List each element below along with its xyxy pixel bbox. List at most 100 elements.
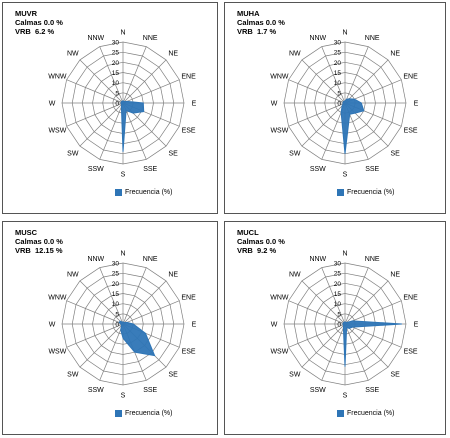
series-area (340, 98, 365, 154)
radial-tick-label: 5 (337, 311, 341, 318)
wind-rose-chart: 0 5 10 15 20 25 30N NNE NE ENE E ESE SE SSE S SSW SW WSW W… (48, 251, 196, 400)
radial-tick-label: 0 (115, 322, 119, 329)
direction-label: SW (289, 151, 301, 158)
grid-spoke (79, 280, 124, 325)
direction-label: ENE (403, 73, 418, 80)
radial-tick-label: 10 (112, 80, 120, 87)
station-name: MUVR (15, 9, 38, 18)
legend-swatch (337, 410, 344, 417)
direction-label: SSW (88, 166, 104, 173)
direction-label: NW (289, 271, 301, 278)
legend: Frecuencia (%) (337, 410, 394, 417)
direction-label: NNW (309, 35, 326, 42)
station-name: MUHA (237, 9, 260, 18)
radial-tick-label: 5 (337, 90, 341, 97)
direction-label: SSW (310, 387, 326, 394)
direction-label: W (271, 322, 278, 329)
direction-label: WNW (48, 294, 67, 301)
direction-label: NE (168, 50, 178, 57)
grid-spoke (301, 323, 346, 368)
wind-rose-chart: 0 5 10 15 20 25 30N NNE NE ENE E ESE SE SSE S SSW SW WSW W… (270, 30, 419, 179)
direction-label: S (121, 172, 126, 179)
direction-label: WNW (270, 294, 289, 301)
direction-label: N (342, 30, 347, 37)
series-area (120, 100, 145, 152)
radial-tick-label: 15 (334, 291, 342, 298)
direction-label: NNW (87, 35, 104, 42)
grid-spoke (344, 46, 369, 104)
direction-label: SW (67, 372, 79, 379)
wind-rose-chart: 0 5 10 15 20 25 30N NNE NE ENE E ESE SE SSE S SSW SW WSW W… (48, 30, 196, 179)
direction-label: ESE (404, 349, 418, 356)
direction-label: SSE (365, 166, 379, 173)
radial-tick-label: 25 (334, 50, 342, 57)
direction-label: S (343, 393, 348, 400)
direction-label: NE (390, 271, 400, 278)
panel-header: MUHA Calmas 0.0 % VRB 1.7 % (237, 9, 285, 36)
grid-spoke (66, 102, 124, 127)
direction-label: NNE (143, 35, 158, 42)
direction-label: SW (289, 372, 301, 379)
radial-tick-label: 0 (115, 101, 119, 108)
direction-label: WSW (48, 349, 66, 356)
radial-tick-label: 25 (334, 271, 342, 278)
grid-spoke (288, 300, 346, 325)
grid-spoke (99, 323, 124, 381)
grid-spoke (288, 79, 346, 104)
grid-spoke (301, 59, 346, 104)
direction-label: SE (169, 372, 179, 379)
grid-spoke (66, 300, 124, 325)
grid-spoke (301, 280, 346, 325)
legend: Frecuencia (%) (337, 189, 394, 196)
radial-tick-label: 0 (337, 101, 341, 108)
direction-label: NNW (87, 256, 104, 263)
direction-label: WNW (270, 73, 289, 80)
radial-tick-label: 5 (115, 90, 119, 97)
legend: Frecuencia (%) (115, 189, 172, 196)
grid-spoke (344, 323, 369, 381)
station-name: MUSC (15, 228, 38, 237)
grid-spoke (122, 79, 180, 104)
grid-spoke (344, 300, 402, 325)
grid-spoke (66, 323, 124, 348)
direction-label: NW (289, 50, 301, 57)
grid-spoke (99, 102, 124, 160)
direction-label: N (120, 30, 125, 37)
wind-rose-panel-mucl: MUCL Calmas 0.0 % VRB 9.2 % 0 5 10 15 20 25 30… (224, 221, 446, 435)
direction-label: SSE (143, 166, 157, 173)
direction-label: SE (169, 151, 179, 158)
direction-label: NNE (143, 256, 158, 263)
legend-label: Frecuencia (%) (347, 189, 395, 196)
direction-label: NNE (365, 35, 380, 42)
direction-label: NW (67, 271, 79, 278)
grid-spoke (344, 267, 369, 325)
direction-label: N (342, 251, 347, 258)
radial-tick-label: 15 (334, 70, 342, 77)
grid-spoke (344, 323, 402, 348)
direction-label: SE (391, 151, 401, 158)
grid-spoke (122, 300, 180, 325)
radial-tick-label: 30 (334, 40, 342, 47)
radial-tick-label: 20 (334, 281, 342, 288)
wind-rose-chart: 0 5 10 15 20 25 30N NNE NE ENE E ESE SE SSE S SSW SW WSW W… (270, 251, 418, 400)
direction-label: SW (67, 151, 79, 158)
radial-tick-label: 10 (334, 301, 342, 308)
grid-spoke (344, 280, 389, 325)
direction-label: NE (390, 50, 400, 57)
direction-label: ESE (182, 128, 196, 135)
direction-label: E (414, 101, 419, 108)
grid-spoke (344, 59, 389, 104)
radial-tick-label: 20 (112, 281, 120, 288)
legend-swatch (115, 410, 122, 417)
vrb-label: VRB 9.2 % (237, 246, 277, 255)
wind-rose-panel-musc: MUSC Calmas 0.0 % VRB 12.15 % 0 5 10 15 20 25… (2, 221, 218, 435)
direction-label: W (49, 101, 56, 108)
direction-label: S (343, 172, 348, 179)
direction-label: ENE (181, 294, 196, 301)
radial-tick-label: 20 (112, 60, 120, 67)
direction-label: ENE (181, 73, 196, 80)
direction-label: W (271, 101, 278, 108)
direction-label: W (49, 322, 56, 329)
legend-label: Frecuencia (%) (125, 189, 173, 196)
direction-label: N (120, 251, 125, 258)
